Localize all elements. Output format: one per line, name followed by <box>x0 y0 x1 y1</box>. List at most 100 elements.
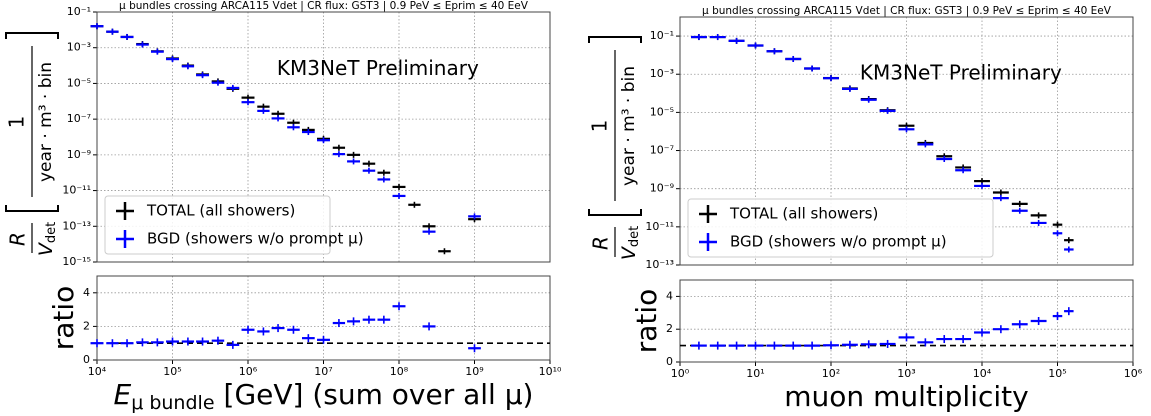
data-point <box>1011 207 1028 214</box>
y-label-numerator: R <box>6 232 30 246</box>
x-tick-label: 10⁶ <box>1124 367 1143 380</box>
ratio-point <box>468 344 481 353</box>
data-point <box>196 72 210 79</box>
x-tick-label: 10⁷ <box>314 365 332 378</box>
ratio-point <box>823 341 839 350</box>
ratio-point <box>150 338 164 347</box>
data-point <box>917 141 934 148</box>
ratio-axis-label: ratio <box>47 286 80 351</box>
chart-panel: μ bundles crossing ARCA115 Vdet | CR flu… <box>588 5 1143 413</box>
ratio-point <box>974 328 990 337</box>
data-point <box>1064 246 1074 253</box>
data-point <box>392 192 406 199</box>
y-label-numerator: R <box>589 236 613 250</box>
ratio-point <box>785 341 802 350</box>
x-tick-label: 10⁴ <box>88 365 107 378</box>
y-tick-label: 10⁻³ <box>67 41 91 54</box>
y-tick-label: 10⁻⁹ <box>650 182 674 195</box>
data-point <box>362 160 376 167</box>
chart-panel: μ bundles crossing ARCA115 Vdet | CR flu… <box>5 0 562 414</box>
data-point <box>150 48 164 55</box>
data-point <box>422 228 436 235</box>
ratio-point <box>90 339 104 348</box>
legend-box <box>687 198 994 258</box>
y-label-den-sub: det <box>44 222 59 243</box>
ratio-point <box>392 302 406 311</box>
data-point <box>974 182 990 189</box>
data-point <box>860 96 877 103</box>
data-point <box>1030 212 1047 219</box>
data-point <box>804 65 821 72</box>
data-point <box>747 42 764 49</box>
ratio-point <box>1011 320 1028 329</box>
data-point <box>332 144 346 151</box>
y-tick-label: 10⁻¹⁵ <box>62 255 91 268</box>
ratio-point <box>709 341 726 350</box>
y-label-unit-denominator: year · m³ · bin <box>36 62 56 182</box>
data-point <box>347 158 361 165</box>
ratio-point <box>136 338 149 347</box>
data-point <box>468 213 481 220</box>
ratio-point <box>936 335 953 344</box>
data-point <box>120 33 134 40</box>
data-point <box>766 48 783 55</box>
x-tick-label: 10¹ <box>746 367 764 380</box>
ratio-point <box>377 315 391 324</box>
data-point <box>241 99 255 106</box>
ratio-point <box>879 339 896 348</box>
bracket <box>588 209 642 216</box>
y-label-unit-numerator: 1 <box>588 120 612 133</box>
data-point <box>955 167 972 174</box>
ratio-point <box>257 327 270 336</box>
y-label-unit-numerator: 1 <box>5 116 29 129</box>
data-point <box>936 156 953 163</box>
ratio-frame <box>679 279 1134 363</box>
ratio-point <box>898 333 915 342</box>
ratio-point <box>166 337 179 346</box>
y-tick-label: 10⁻¹ <box>650 29 674 42</box>
data-point <box>332 151 346 158</box>
ratio-point <box>241 325 255 334</box>
ratio-point <box>226 340 240 349</box>
ratio-point <box>842 340 858 349</box>
annotation: KM3NeT Preliminary <box>860 61 1062 85</box>
y-tick-label: 4 <box>83 286 90 299</box>
bracket <box>5 32 59 39</box>
data-point <box>408 201 421 208</box>
y-tick-label: 2 <box>666 322 673 335</box>
bracket <box>588 36 642 43</box>
chart-title: μ bundles crossing ARCA115 Vdet | CR flu… <box>702 5 1112 17</box>
data-point <box>301 129 315 136</box>
y-label-den-sub: det <box>627 226 642 247</box>
legend-label: TOTAL (all showers) <box>146 202 295 220</box>
y-tick-label: 10⁻⁵ <box>650 105 674 118</box>
data-point <box>992 195 1009 202</box>
ratio-point <box>747 341 764 350</box>
ratio-point <box>196 337 210 346</box>
x-tick-label: 10⁵ <box>163 365 181 378</box>
ratio-point <box>860 340 877 349</box>
y-tick-label: 10⁻¹ <box>67 5 91 18</box>
x-label-sub: μ bundle <box>131 392 214 414</box>
x-label-rest: [GeV] (sum over all μ) <box>224 378 534 411</box>
y-tick-label: 10⁻¹³ <box>645 258 674 271</box>
ratio-point <box>917 338 934 347</box>
ratio-point <box>332 319 346 328</box>
ratio-point <box>728 341 745 350</box>
x-label-main: E <box>114 378 132 411</box>
data-point <box>211 79 225 86</box>
y-tick-label: 10⁻³ <box>650 67 674 80</box>
data-point <box>823 75 839 82</box>
ratio-point <box>955 335 972 344</box>
y-tick-label: 0 <box>83 353 90 366</box>
y-tick-label: 10⁻⁷ <box>650 144 674 157</box>
ratio-point <box>362 315 376 324</box>
data-point <box>271 115 285 122</box>
bracket <box>5 205 59 212</box>
ratio-point <box>106 339 119 348</box>
x-tick-label: 10⁸ <box>390 365 409 378</box>
data-point <box>1030 219 1047 226</box>
data-point <box>785 55 802 62</box>
